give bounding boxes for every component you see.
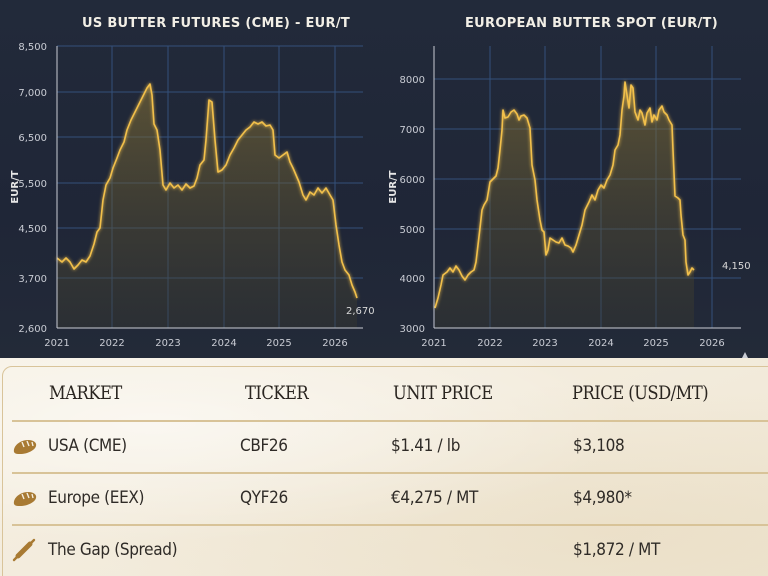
left-xtick: 2021 <box>44 338 69 349</box>
right-chart: 8000 7000 6000 5000 4000 3000 2021 2022 … <box>388 46 751 358</box>
rolling-pin-icon <box>12 538 36 562</box>
left-area-fill <box>57 84 357 328</box>
right-ytick: 3000 <box>400 324 425 335</box>
left-line <box>56 83 358 299</box>
right-xtick: 2023 <box>532 338 557 349</box>
left-end-label: 2,670 <box>346 306 375 317</box>
right-ytick: 5000 <box>400 225 425 236</box>
charts-area: US BUTTER FUTURES (CME) - EUR/T EUROPEAN… <box>0 0 768 358</box>
right-xtick: 2025 <box>643 338 668 349</box>
cell-price-usd-mt: $1,872 / MT <box>573 540 661 560</box>
right-xtick: 2024 <box>588 338 613 349</box>
right-chart-title: EUROPEAN BUTTER SPOT (EUR/T) <box>465 16 718 31</box>
left-chart: 8,500 7,000 6,500 5,500 4,500 3,700 2,60… <box>10 42 375 349</box>
left-ytick: 7,000 <box>18 88 47 99</box>
header-unit-price: UNIT PRICE <box>393 382 493 404</box>
cell-market: The Gap (Spread) <box>48 540 178 560</box>
left-ytick: 6,500 <box>18 133 47 144</box>
cell-price-usd-mt: $3,108 <box>573 436 625 456</box>
price-table-panel: MARKET TICKER UNIT PRICE PRICE (USD/MT) … <box>0 358 768 576</box>
right-ytick: 6000 <box>400 175 425 186</box>
right-y-label: EUR/T <box>388 170 399 203</box>
left-ytick: 5,500 <box>18 179 47 190</box>
left-xtick: 2025 <box>266 338 291 349</box>
left-ytick: 2,600 <box>18 324 47 335</box>
right-area-fill <box>435 82 694 328</box>
left-y-label: EUR/T <box>10 170 21 203</box>
right-xtick: 2022 <box>477 338 502 349</box>
header-price-usd-mt: PRICE (USD/MT) <box>572 382 709 404</box>
bread-loaf-icon <box>13 440 37 454</box>
left-xtick: 2026 <box>322 338 347 349</box>
left-ytick: 3,700 <box>18 274 47 285</box>
cell-unit-price: €4,275 / MT <box>391 488 479 508</box>
charts-svg: 8,500 7,000 6,500 5,500 4,500 3,700 2,60… <box>10 42 751 358</box>
bread-loaf-icon <box>13 492 37 506</box>
right-ytick: 8000 <box>400 75 425 86</box>
header-market: MARKET <box>49 382 122 404</box>
left-chart-title: US BUTTER FUTURES (CME) - EUR/T <box>82 16 351 31</box>
right-ytick: 4000 <box>400 274 425 285</box>
cell-ticker: QYF26 <box>240 488 288 508</box>
cell-market: Europe (EEX) <box>48 488 145 508</box>
row-divider <box>12 420 768 422</box>
cell-market: USA (CME) <box>48 436 127 456</box>
right-xtick: 2021 <box>421 338 446 349</box>
right-ytick: 7000 <box>400 125 425 136</box>
row-divider <box>12 472 768 474</box>
left-ytick: 8,500 <box>18 42 47 53</box>
header-ticker: TICKER <box>245 382 309 404</box>
cell-unit-price: $1.41 / lb <box>391 436 461 456</box>
right-line <box>434 81 695 309</box>
row-divider <box>12 524 768 526</box>
table-border <box>2 366 768 576</box>
right-end-label: 4,150 <box>722 261 751 272</box>
left-xtick: 2023 <box>155 338 180 349</box>
scroll-up-icon[interactable] <box>742 352 748 358</box>
left-xtick: 2024 <box>211 338 236 349</box>
left-xtick: 2022 <box>99 338 124 349</box>
cell-ticker: CBF26 <box>240 436 288 456</box>
cell-price-usd-mt: $4,980* <box>573 488 632 508</box>
right-xtick: 2026 <box>699 338 724 349</box>
left-ytick: 4,500 <box>18 224 47 235</box>
